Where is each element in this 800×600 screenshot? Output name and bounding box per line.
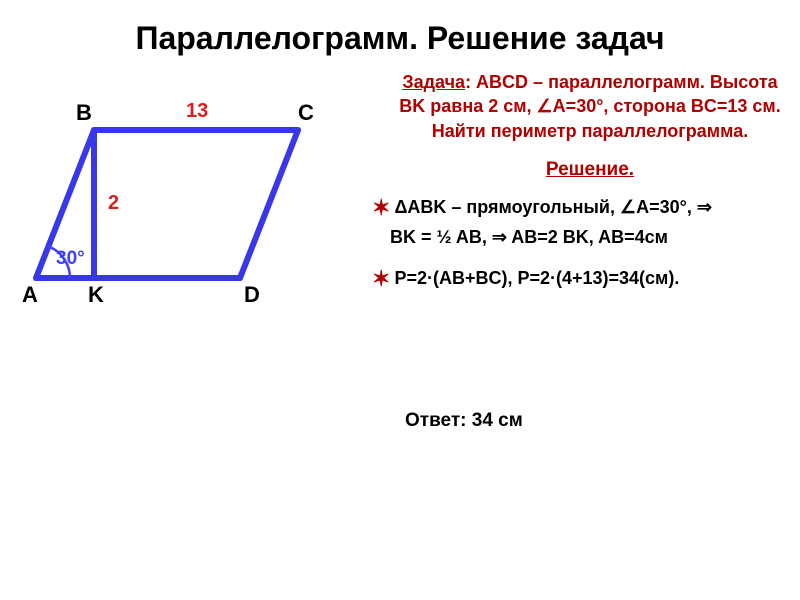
text-column: Задача: ABCD – параллелограмм. Высота BK… — [380, 70, 800, 298]
solution-header: Решение. — [380, 159, 800, 181]
vertex-C: C — [298, 100, 314, 126]
angle-A: 30° — [56, 248, 85, 270]
solution-line-2: BK = ½ AB, ⇒ AB=2 BK, AB=4см — [390, 227, 800, 248]
len-BK: 2 — [108, 192, 119, 215]
vertex-B: B — [76, 100, 92, 126]
problem-text: Задача: ABCD – параллелограмм. Высота BK… — [380, 70, 800, 153]
answer-value: : 34 см — [460, 410, 523, 431]
page-title: Параллелограмм. Решение задач — [0, 0, 800, 70]
bullet-icon: ✶ — [372, 195, 390, 220]
problem-label: Задача — [402, 72, 465, 92]
answer-line: Ответ: 34 см — [405, 410, 523, 432]
solution-line-1: ✶ΔABK – прямоугольный, ∠A=30°, ⇒ — [372, 195, 800, 221]
diagram: A B C D K 13 2 30° — [8, 70, 368, 310]
vertex-D: D — [244, 282, 260, 308]
bullet-icon: ✶ — [372, 266, 390, 291]
len-BC: 13 — [186, 100, 208, 123]
solution-line-3: ✶P=2·(AB+BC), P=2·(4+13)=34(см). — [372, 266, 800, 292]
vertex-A: A — [22, 282, 38, 308]
solution-text-3: P=2·(AB+BC), P=2·(4+13)=34(см). — [394, 268, 679, 288]
solution-text-1: ΔABK – прямоугольный, ∠A=30°, ⇒ — [394, 197, 712, 217]
answer-label: Ответ — [405, 410, 460, 431]
vertex-K: K — [88, 282, 104, 308]
